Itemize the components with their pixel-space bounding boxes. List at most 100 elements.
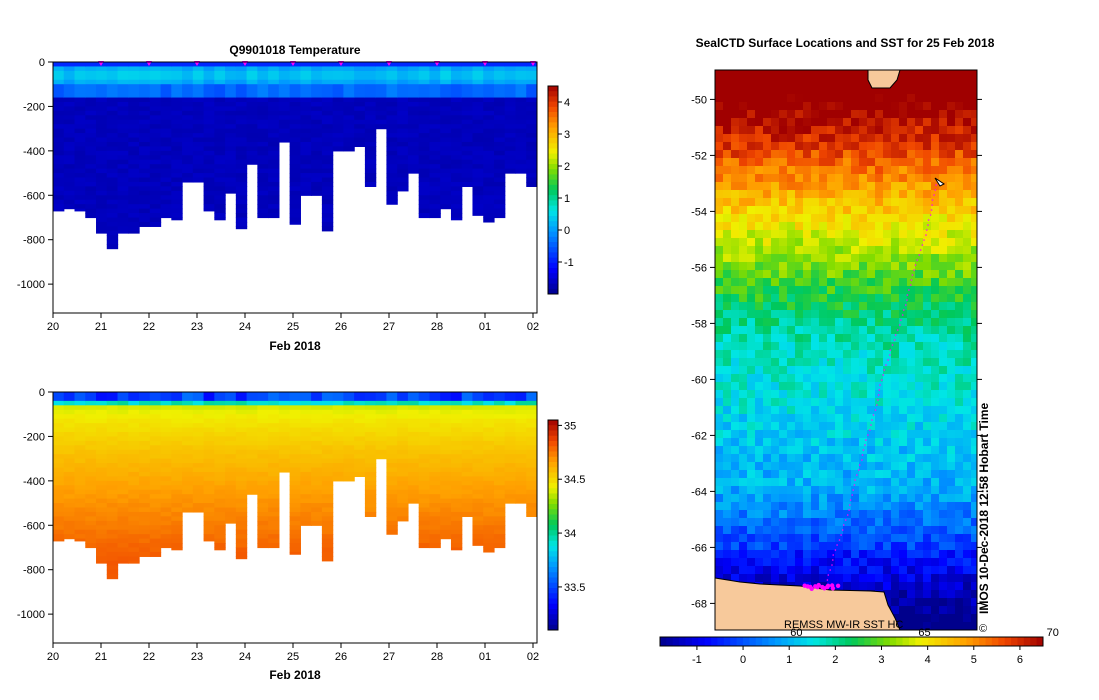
profile-cell <box>397 106 409 112</box>
sst-cell <box>787 166 796 175</box>
profile-cell <box>214 507 226 513</box>
profile-cell <box>203 62 215 68</box>
profile-cell <box>192 507 205 513</box>
profile-cell <box>407 66 420 72</box>
profile-cell <box>300 476 312 482</box>
sst-cell <box>811 158 820 167</box>
profile-cell <box>171 440 183 446</box>
profile-cell <box>386 489 398 495</box>
profile-cell <box>139 70 151 76</box>
profile-cell <box>418 454 431 460</box>
profile-cell <box>160 75 172 81</box>
profile-cell <box>300 146 312 152</box>
sst-cell <box>835 494 844 503</box>
profile-cell <box>386 173 398 179</box>
sst-cell <box>915 510 924 519</box>
profile-cell <box>268 199 280 205</box>
profile-cell <box>429 177 441 183</box>
profile-cell <box>149 79 162 85</box>
profile-cell <box>440 485 452 491</box>
sst-cell <box>859 94 868 103</box>
sst-cell <box>779 278 788 287</box>
profile-cell <box>343 476 355 482</box>
profile-cell <box>493 195 506 201</box>
profile-cell <box>182 75 194 81</box>
profile-cell <box>397 467 409 473</box>
sst-cell <box>723 78 732 87</box>
sst-cell <box>795 102 804 111</box>
sst-cell <box>907 174 916 183</box>
sst-cell <box>947 182 956 191</box>
sst-cell <box>763 334 772 343</box>
profile-cell <box>225 186 237 192</box>
profile-cell <box>321 489 334 495</box>
profile-cell <box>493 423 506 429</box>
profile-cell <box>526 436 537 442</box>
profile-cell <box>117 418 129 424</box>
sst-cell <box>915 406 924 415</box>
sst-cell <box>955 262 964 271</box>
profile-cell <box>397 440 409 446</box>
sst-cell <box>835 310 844 319</box>
profile-cell <box>246 133 258 139</box>
profile-cell <box>289 213 301 219</box>
sst-cell <box>931 110 940 119</box>
sst-cell <box>947 102 956 111</box>
profile-cell <box>386 119 398 125</box>
profile-cell <box>106 110 119 116</box>
y-tick-label: -1000 <box>17 609 45 621</box>
sst-cell <box>867 366 876 375</box>
sst-cell <box>923 286 932 295</box>
profile-cell <box>450 159 463 165</box>
profile-cell <box>171 70 183 76</box>
sst-cell <box>723 294 732 303</box>
sst-cell <box>963 414 972 423</box>
profile-cell <box>203 471 215 477</box>
profile-cell <box>171 62 183 68</box>
sst-cell <box>811 214 820 223</box>
profile-cell <box>225 124 237 130</box>
sst-cell <box>851 86 860 95</box>
sst-cell <box>939 182 948 191</box>
profile-cell <box>149 538 162 544</box>
sst-cell <box>899 454 908 463</box>
profile-cell <box>343 133 355 139</box>
sst-cell <box>819 534 828 543</box>
sst-cell <box>835 190 844 199</box>
profile-cell <box>160 427 172 433</box>
profile-cell <box>386 511 398 517</box>
profile-cell <box>257 124 269 130</box>
sst-cell <box>763 198 772 207</box>
sst-cell <box>731 462 740 471</box>
sst-cell <box>755 374 764 383</box>
profile-cell <box>139 529 151 535</box>
profile-cell <box>117 79 129 85</box>
sst-cell <box>819 238 828 247</box>
profile-cell <box>429 538 441 544</box>
profile-cell <box>225 471 237 477</box>
profile-cell <box>203 414 215 420</box>
sst-cell <box>771 542 780 551</box>
profile-cell <box>268 164 280 170</box>
profile-cell <box>257 106 269 112</box>
profile-cell <box>407 392 420 398</box>
sst-cell <box>803 174 812 183</box>
sst-cell <box>763 246 772 255</box>
profile-cell <box>74 534 86 540</box>
profile-cell <box>418 62 431 68</box>
profile-cell <box>278 423 291 429</box>
profile-cell <box>364 480 377 486</box>
profile-cell <box>182 101 194 108</box>
profile-cell <box>429 141 441 147</box>
profile-cell <box>63 485 76 491</box>
profile-cell <box>149 498 162 504</box>
sst-cell <box>883 342 892 351</box>
profile-cell <box>418 119 431 125</box>
profile-cell <box>386 467 398 473</box>
profile-cell <box>117 405 129 411</box>
profile-cell <box>332 463 344 469</box>
profile-cell <box>214 217 226 221</box>
profile-cell <box>160 392 172 398</box>
profile-cell <box>483 70 495 76</box>
sst-cell <box>867 438 876 447</box>
